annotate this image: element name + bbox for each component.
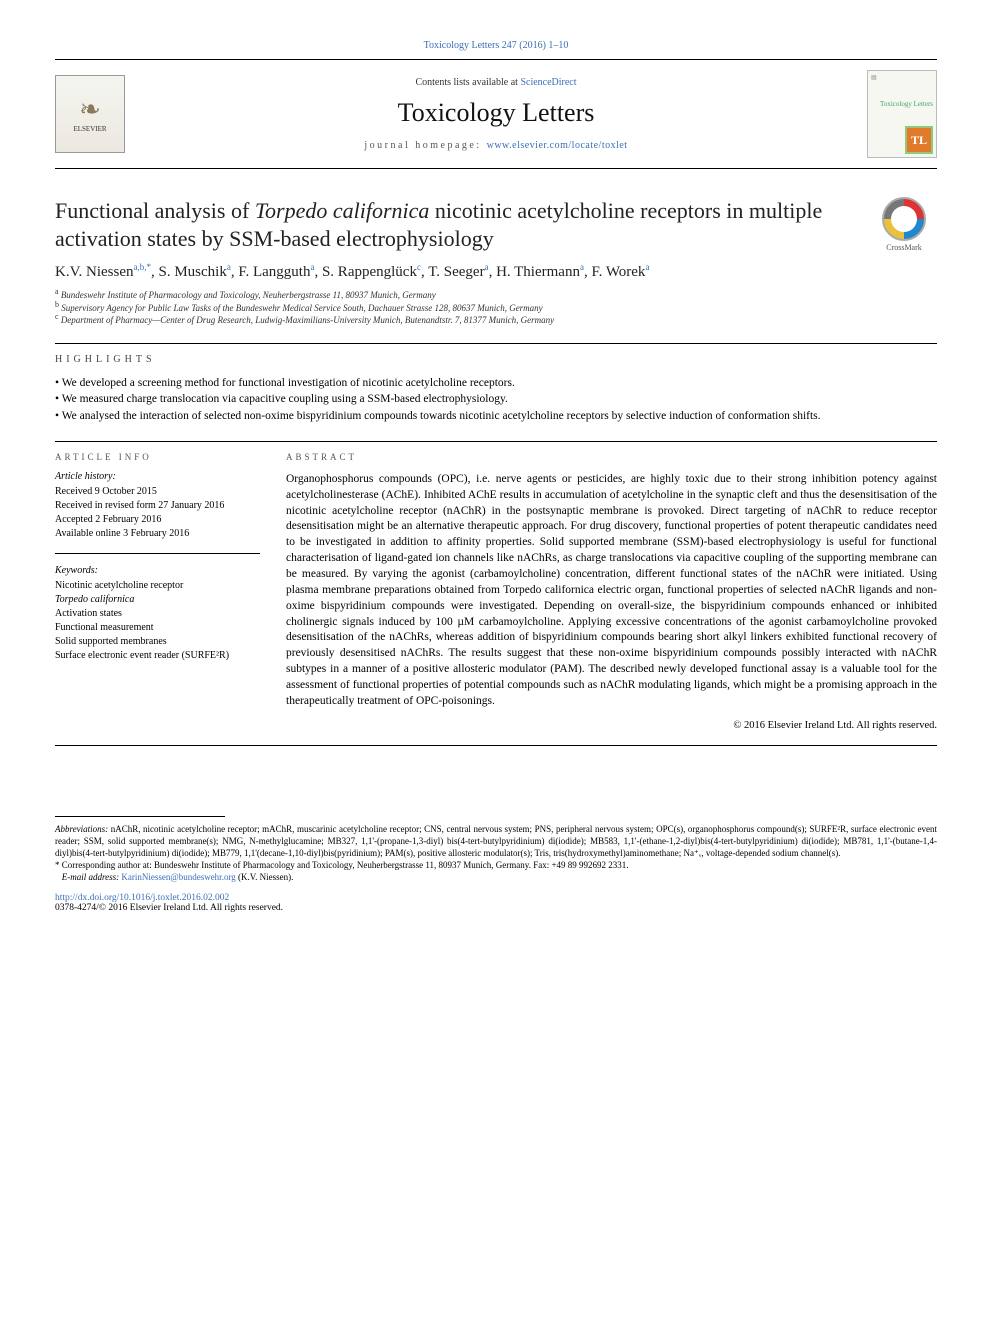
rule-top bbox=[55, 59, 937, 60]
abstract-body: Organophosphorus compounds (OPC), i.e. n… bbox=[286, 472, 937, 710]
journal-homepage-line: journal homepage: www.elsevier.com/locat… bbox=[137, 140, 855, 151]
affiliations: a Bundeswehr Institute of Pharmacology a… bbox=[55, 289, 937, 327]
homepage-link[interactable]: www.elsevier.com/locate/toxlet bbox=[487, 140, 628, 151]
history-online: Available online 3 February 2016 bbox=[55, 527, 260, 541]
elsevier-logo: ❧ ELSEVIER bbox=[55, 75, 125, 153]
footnotes: Abbreviations: nAChR, nicotinic acetylch… bbox=[55, 823, 937, 884]
rule-below-highlights bbox=[55, 441, 937, 442]
contents-prefix: Contents lists available at bbox=[415, 77, 520, 88]
journal-name: Toxicology Letters bbox=[137, 98, 855, 128]
highlight-item: We analysed the interaction of selected … bbox=[55, 408, 937, 425]
running-head-citation: Toxicology Letters 247 (2016) 1–10 bbox=[55, 40, 937, 51]
author-2: S. Muschik bbox=[158, 264, 226, 280]
highlights-head: HIGHLIGHTS bbox=[55, 354, 937, 365]
history-received: Received 9 October 2015 bbox=[55, 485, 260, 499]
rule-above-highlights bbox=[55, 343, 937, 344]
email-line: E-mail address: KarinNiessen@bundeswehr.… bbox=[55, 871, 937, 883]
rule-below-header bbox=[55, 168, 937, 169]
elsevier-label: ELSEVIER bbox=[73, 125, 106, 133]
keyword: Activation states bbox=[55, 607, 260, 621]
author-6-marks: a bbox=[580, 262, 584, 272]
affiliation-a: a Bundeswehr Institute of Pharmacology a… bbox=[55, 289, 937, 302]
history-accepted: Accepted 2 February 2016 bbox=[55, 513, 260, 527]
author-5-marks: a bbox=[485, 262, 489, 272]
affiliation-a-text: Bundeswehr Institute of Pharmacology and… bbox=[61, 290, 436, 300]
crossmark-icon bbox=[882, 197, 926, 241]
doi-block: http://dx.doi.org/10.1016/j.toxlet.2016.… bbox=[55, 893, 937, 913]
issn-copyright-line: 0378-4274/© 2016 Elsevier Ireland Ltd. A… bbox=[55, 903, 937, 913]
highlight-item: We measured charge translocation via cap… bbox=[55, 391, 937, 408]
author-6: H. Thiermann bbox=[496, 264, 580, 280]
abstract-copyright: © 2016 Elsevier Ireland Ltd. All rights … bbox=[286, 720, 937, 731]
keyword: Solid supported membranes bbox=[55, 635, 260, 649]
title-pre: Functional analysis of bbox=[55, 198, 255, 223]
homepage-label: journal homepage: bbox=[364, 140, 486, 151]
crossmark-label: CrossMark bbox=[871, 243, 937, 252]
sciencedirect-link[interactable]: ScienceDirect bbox=[520, 77, 576, 88]
keyword: Nicotinic acetylcholine receptor bbox=[55, 579, 260, 593]
author-3: F. Langguth bbox=[238, 264, 310, 280]
article-title: Functional analysis of Torpedo californi… bbox=[55, 197, 871, 252]
email-suffix: (K.V. Niessen). bbox=[236, 872, 294, 882]
author-3-marks: a bbox=[310, 262, 314, 272]
journal-header: ❧ ELSEVIER Contents lists available at S… bbox=[55, 66, 937, 166]
article-history: Article history: Received 9 October 2015… bbox=[55, 470, 260, 541]
abbreviations-line: Abbreviations: nAChR, nicotinic acetylch… bbox=[55, 823, 937, 859]
author-1: K.V. Niessen bbox=[55, 264, 133, 280]
highlight-item: We developed a screening method for func… bbox=[55, 375, 937, 392]
affiliation-c-text: Department of Pharmacy—Center of Drug Re… bbox=[61, 315, 554, 325]
title-row: Functional analysis of Torpedo californi… bbox=[55, 197, 937, 252]
author-7: F. Worek bbox=[591, 264, 645, 280]
header-center: Contents lists available at ScienceDirec… bbox=[125, 77, 867, 151]
affiliation-b: b Supervisory Agency for Public Law Task… bbox=[55, 302, 937, 315]
contents-available-line: Contents lists available at ScienceDirec… bbox=[137, 77, 855, 88]
history-revised: Received in revised form 27 January 2016 bbox=[55, 499, 260, 513]
article-info-column: ARTICLE INFO Article history: Received 9… bbox=[55, 452, 260, 731]
keyword: Functional measurement bbox=[55, 621, 260, 635]
crossmark-badge[interactable]: CrossMark bbox=[871, 197, 937, 252]
cover-title: Toxicology Letters bbox=[871, 100, 933, 108]
info-abstract-row: ARTICLE INFO Article history: Received 9… bbox=[55, 452, 937, 731]
footnote-rule bbox=[55, 816, 225, 817]
journal-cover-thumb: ▤ Toxicology Letters TL bbox=[867, 70, 937, 158]
keywords-block: Keywords: Nicotinic acetylcholine recept… bbox=[55, 564, 260, 663]
corr-label: * Corresponding author at: bbox=[55, 860, 154, 870]
author-4: S. Rappenglück bbox=[322, 264, 417, 280]
abstract-head: ABSTRACT bbox=[286, 452, 937, 462]
rule-info-divider bbox=[55, 553, 260, 554]
corresponding-author-line: * Corresponding author at: Bundeswehr In… bbox=[55, 859, 937, 871]
elsevier-tree-icon: ❧ bbox=[73, 95, 106, 125]
cover-top-mark: ▤ bbox=[871, 74, 933, 81]
affiliation-b-text: Supervisory Agency for Public Law Tasks … bbox=[61, 303, 542, 313]
author-4-marks: c bbox=[417, 262, 421, 272]
doi-link[interactable]: http://dx.doi.org/10.1016/j.toxlet.2016.… bbox=[55, 893, 229, 903]
email-label: E-mail address: bbox=[62, 872, 122, 882]
keyword: Surface electronic event reader (SURFE²R… bbox=[55, 649, 260, 663]
abstract-column: ABSTRACT Organophosphorus compounds (OPC… bbox=[286, 452, 937, 731]
affiliation-c: c Department of Pharmacy—Center of Drug … bbox=[55, 314, 937, 327]
corresponding-email-link[interactable]: KarinNiessen@bundeswehr.org bbox=[121, 872, 235, 882]
author-1-marks: a,b,* bbox=[133, 262, 151, 272]
keyword: Torpedo californica bbox=[55, 593, 260, 607]
article-info-head: ARTICLE INFO bbox=[55, 452, 260, 462]
keyword-italic: Torpedo californica bbox=[55, 594, 134, 605]
author-list: K.V. Niessena,b,*, S. Muschika, F. Langg… bbox=[55, 264, 937, 281]
cover-logo: TL bbox=[905, 126, 933, 154]
keywords-label: Keywords: bbox=[55, 564, 260, 578]
author-2-marks: a bbox=[227, 262, 231, 272]
history-label: Article history: bbox=[55, 470, 260, 484]
rule-below-abstract bbox=[55, 745, 937, 746]
title-italic-species: Torpedo californica bbox=[255, 198, 430, 223]
highlights-list: We developed a screening method for func… bbox=[55, 375, 937, 425]
abbrev-label: Abbreviations: bbox=[55, 824, 108, 834]
author-7-marks: a bbox=[645, 262, 649, 272]
corr-text: Bundeswehr Institute of Pharmacology and… bbox=[154, 860, 629, 870]
author-5: T. Seeger bbox=[428, 264, 484, 280]
abbrev-text: nAChR, nicotinic acetylcholine receptor;… bbox=[55, 824, 937, 858]
